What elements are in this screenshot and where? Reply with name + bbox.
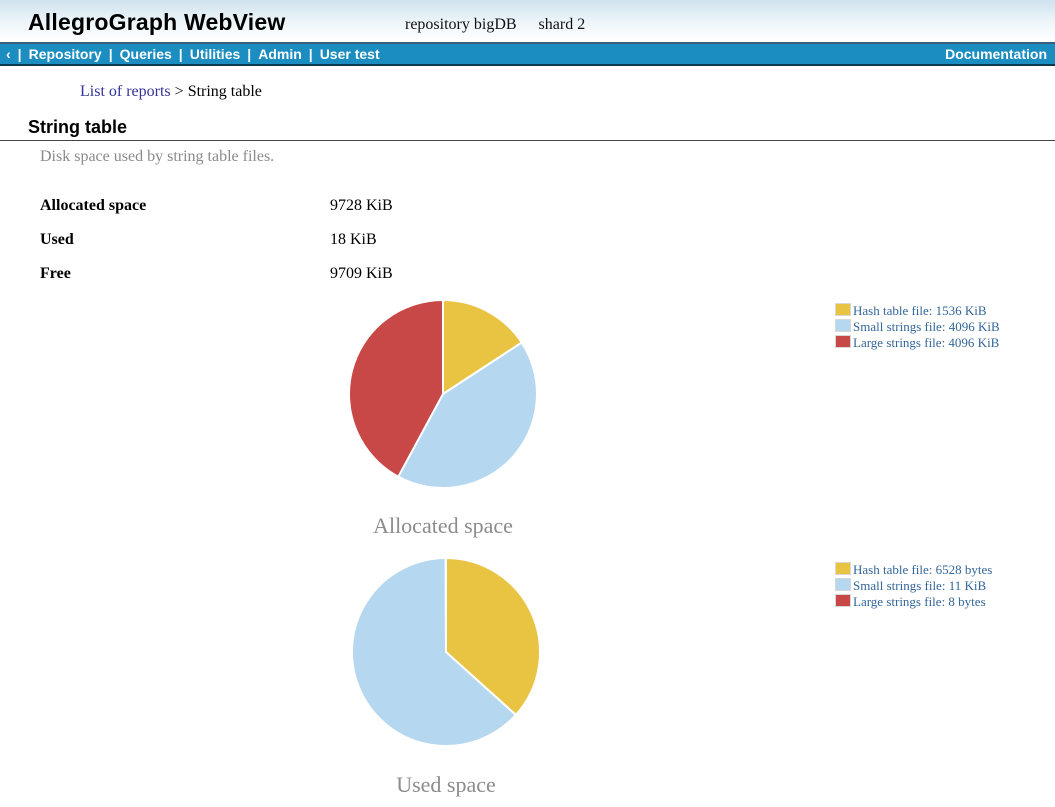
repository-label: repository bigDB (405, 16, 517, 33)
nav-item-utilities[interactable]: Utilities (189, 46, 241, 62)
pie-slice-small-strings-file (397, 341, 538, 489)
main-navbar: ‹ | Repository | Queries | Utilities | Admin | Use… (0, 42, 1055, 66)
shard-label: shard 2 (538, 16, 586, 33)
pie-slice-hash-table-file (445, 557, 541, 716)
nav-item-queries[interactable]: Queries (119, 46, 172, 62)
repository-info: repository bigDB shard 2 (405, 16, 607, 34)
legend-label: Small strings file: 11 KiB (853, 578, 987, 593)
title-divider (0, 140, 1055, 141)
used-space-legend: Hash table file: 6528 bytes Small strings… (835, 562, 992, 610)
nav-back-arrow[interactable]: ‹ (6, 46, 11, 62)
table-row: Used 18 KiB (40, 230, 393, 264)
legend-label: Hash table file: 1536 KiB (853, 303, 987, 318)
nav-separator: | (247, 46, 252, 62)
summary-value-free: 9709 KiB (330, 265, 393, 282)
legend-swatch-icon (835, 562, 851, 575)
legend-item: Hash table file: 1536 KiB (835, 303, 1000, 319)
legend-label: Small strings file: 4096 KiB (853, 319, 1000, 334)
legend-swatch-icon (835, 578, 851, 591)
nav-right: Documentation (945, 46, 1047, 62)
pie-slice-small-strings-file (351, 557, 517, 747)
legend-swatch-icon (835, 303, 851, 316)
legend-label: Large strings file: 8 bytes (853, 594, 986, 609)
breadcrumb-separator: > (174, 83, 184, 100)
documentation-link[interactable]: Documentation (945, 46, 1047, 62)
legend-swatch-icon (835, 319, 851, 332)
nav-item-repository[interactable]: Repository (28, 46, 102, 62)
legend-label: Hash table file: 6528 bytes (853, 562, 993, 577)
pie-slice-hash-table-file (442, 299, 523, 395)
table-row: Free 9709 KiB (40, 264, 393, 298)
nav-item-admin[interactable]: Admin (258, 46, 302, 62)
summary-value-allocated: 9728 KiB (330, 197, 393, 214)
nav-separator: | (108, 46, 113, 62)
app-header: AllegroGraph WebView repository bigDB sha… (0, 0, 1055, 42)
summary-label-free: Free (40, 265, 71, 282)
summary-table: Allocated space 9728 KiB Used 18 KiB Free 9… (40, 196, 393, 298)
legend-item: Small strings file: 4096 KiB (835, 319, 1000, 335)
legend-item: Hash table file: 6528 bytes (835, 562, 992, 578)
nav-separator: | (178, 46, 183, 62)
allocated-space-pie (348, 299, 538, 489)
chart-caption-allocated: Allocated space (373, 513, 513, 538)
summary-label-allocated: Allocated space (40, 197, 147, 214)
table-row: Allocated space 9728 KiB (40, 196, 393, 230)
legend-label: Large strings file: 4096 KiB (853, 335, 1000, 350)
breadcrumb-list-of-reports-link[interactable]: List of reports (80, 83, 171, 100)
legend-item: Large strings file: 4096 KiB (835, 335, 1000, 351)
breadcrumb-current: String table (187, 83, 262, 100)
summary-value-used: 18 KiB (330, 231, 377, 248)
page-subtitle: Disk space used by string table files. (40, 148, 275, 165)
nav-separator: | (308, 46, 313, 62)
nav-items: ‹ | Repository | Queries | Utilities | Admin | Use… (6, 46, 380, 62)
legend-swatch-icon (835, 335, 851, 348)
allocated-space-legend: Hash table file: 1536 KiB Small strings f… (835, 303, 1000, 351)
app-title: AllegroGraph WebView (28, 9, 286, 35)
summary-label-used: Used (40, 231, 74, 248)
breadcrumb: List of reports > String table (80, 83, 262, 101)
page-title: String table (28, 117, 128, 137)
pie-slice-large-strings-file (348, 299, 444, 478)
chart-caption-used: Used space (396, 772, 496, 797)
legend-item: Large strings file: 8 bytes (835, 594, 992, 610)
nav-separator: | (17, 46, 22, 62)
nav-item-user-test[interactable]: User test (319, 46, 380, 62)
legend-swatch-icon (835, 594, 851, 607)
used-space-pie (351, 556, 541, 747)
legend-item: Small strings file: 11 KiB (835, 578, 992, 594)
